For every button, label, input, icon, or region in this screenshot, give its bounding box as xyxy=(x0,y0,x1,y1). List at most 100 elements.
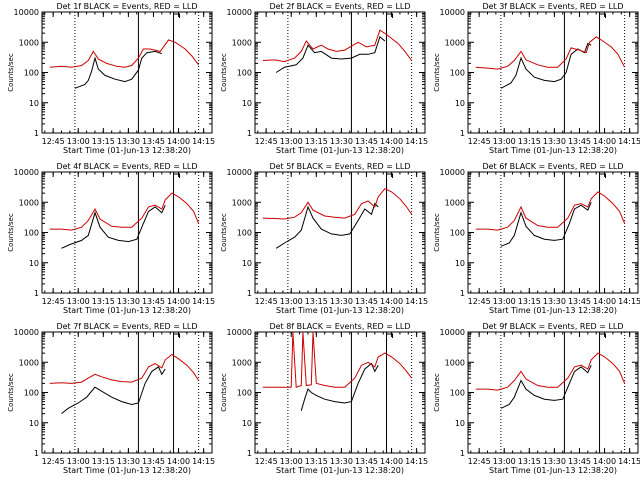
x-tick-label: 13:30 xyxy=(543,137,566,146)
y-tick-label: 1 xyxy=(34,289,39,298)
detector-panel-1: Det 1f BLACK = Events, RED = LLD 1 10 100 10… xyxy=(7,2,215,155)
detector-panel-6: Det 6f BLACK = Events, RED = LLD 1 10 100 10… xyxy=(433,162,640,315)
series-line-lld xyxy=(49,39,199,68)
x-tick-label: 13:30 xyxy=(543,297,566,306)
x-tick-label: 13:15 xyxy=(92,457,115,466)
y-tick-label: 10000 xyxy=(440,328,465,337)
y-tick-label: 100 xyxy=(450,69,465,78)
x-tick-label: 13:30 xyxy=(543,457,566,466)
interval-bracket xyxy=(386,333,394,338)
y-tick-label: 100 xyxy=(24,69,39,78)
x-axis-label: Start Time (01-Jun-13 12:38:20) xyxy=(63,146,191,155)
y-axis-label: Counts/sec xyxy=(220,373,228,412)
y-axis-label: Counts/sec xyxy=(433,213,441,252)
detector-panel-8: Det 8f BLACK = Events, RED = LLD 1 10 100 10… xyxy=(220,322,428,475)
plot-frame xyxy=(467,331,639,454)
y-tick-label: 1 xyxy=(460,129,465,138)
series-line-lld xyxy=(49,192,200,231)
series-line-lld xyxy=(475,191,626,231)
plot-frame xyxy=(254,331,426,454)
x-tick-label: 14:00 xyxy=(593,457,616,466)
panel-title: Det 7f BLACK = Events, RED = LLD xyxy=(56,322,197,331)
y-tick-label: 1000 xyxy=(232,38,252,47)
y-tick-label: 1 xyxy=(247,129,252,138)
x-tick-label: 13:15 xyxy=(305,137,328,146)
x-tick-label: 12:45 xyxy=(468,297,491,306)
x-tick-label: 13:45 xyxy=(355,297,378,306)
x-tick-label: 14:00 xyxy=(167,297,190,306)
plot-frame xyxy=(467,171,639,294)
x-tick-label: 13:00 xyxy=(493,297,516,306)
panel-title: Det 3f BLACK = Events, RED = LLD xyxy=(482,2,623,11)
x-tick-label: 14:00 xyxy=(593,297,616,306)
y-tick-label: 100 xyxy=(237,389,252,398)
x-tick-label: 14:00 xyxy=(167,457,190,466)
detector-panel-4: Det 4f BLACK = Events, RED = LLD 1 10 100 10… xyxy=(7,162,215,315)
x-tick-label: 14:00 xyxy=(167,137,190,146)
x-tick-label: 14:00 xyxy=(380,457,403,466)
x-tick-label: 13:15 xyxy=(92,297,115,306)
x-tick-label: 13:45 xyxy=(568,457,591,466)
y-tick-label: 10 xyxy=(242,99,252,108)
interval-bracket xyxy=(173,333,181,338)
plot-frame xyxy=(41,331,213,454)
x-tick-label: 14:15 xyxy=(192,137,215,146)
x-tick-label: 14:15 xyxy=(405,297,428,306)
x-tick-label: 13:30 xyxy=(330,457,353,466)
x-tick-label: 12:45 xyxy=(42,457,65,466)
x-tick-label: 13:15 xyxy=(518,457,541,466)
y-tick-label: 10000 xyxy=(227,328,252,337)
y-tick-label: 1000 xyxy=(445,358,465,367)
y-tick-label: 10000 xyxy=(14,168,39,177)
x-tick-label: 13:30 xyxy=(117,137,140,146)
interval-bracket xyxy=(599,333,607,338)
y-tick-label: 1 xyxy=(247,449,252,458)
y-tick-label: 1 xyxy=(34,449,39,458)
series-line-lld xyxy=(475,36,626,70)
x-tick-label: 13:00 xyxy=(280,457,303,466)
y-tick-label: 1000 xyxy=(19,358,39,367)
y-tick-label: 10000 xyxy=(227,8,252,17)
y-tick-label: 100 xyxy=(24,389,39,398)
series-line-events xyxy=(500,364,592,409)
interval-bracket xyxy=(173,13,181,18)
x-tick-label: 13:45 xyxy=(355,137,378,146)
x-tick-label: 13:30 xyxy=(117,457,140,466)
y-tick-label: 10 xyxy=(29,259,39,268)
y-tick-label: 10 xyxy=(455,419,465,428)
y-tick-label: 10 xyxy=(29,99,39,108)
x-tick-label: 14:15 xyxy=(192,457,215,466)
interval-bracket xyxy=(386,173,394,178)
x-tick-label: 13:00 xyxy=(493,137,516,146)
x-axis-label: Start Time (01-Jun-13 12:38:20) xyxy=(276,466,404,475)
x-tick-label: 14:00 xyxy=(593,137,616,146)
detector-panel-3: Det 3f BLACK = Events, RED = LLD 1 10 100 10… xyxy=(433,2,640,155)
y-tick-label: 1 xyxy=(460,449,465,458)
x-tick-label: 13:00 xyxy=(280,137,303,146)
y-tick-label: 1000 xyxy=(445,198,465,207)
y-tick-label: 10 xyxy=(455,99,465,108)
x-tick-label: 14:15 xyxy=(618,297,640,306)
interval-bracket xyxy=(599,13,607,18)
x-tick-label: 12:45 xyxy=(255,457,278,466)
panel-title: Det 8f BLACK = Events, RED = LLD xyxy=(269,322,410,331)
y-tick-label: 10 xyxy=(29,419,39,428)
x-tick-label: 13:15 xyxy=(518,137,541,146)
x-axis-label: Start Time (01-Jun-13 12:38:20) xyxy=(63,306,191,315)
y-tick-label: 1000 xyxy=(232,198,252,207)
series-line-events xyxy=(61,366,166,414)
series-line-events xyxy=(500,42,592,89)
x-axis-label: Start Time (01-Jun-13 12:38:20) xyxy=(489,466,617,475)
x-tick-label: 13:15 xyxy=(92,137,115,146)
x-tick-label: 13:45 xyxy=(142,457,165,466)
x-axis-label: Start Time (01-Jun-13 12:38:20) xyxy=(489,146,617,155)
x-tick-label: 12:45 xyxy=(468,457,491,466)
y-axis-label: Counts/sec xyxy=(7,373,15,412)
series-line-events xyxy=(61,204,166,249)
x-tick-label: 13:30 xyxy=(117,297,140,306)
y-tick-label: 10000 xyxy=(440,8,465,17)
x-tick-label: 13:00 xyxy=(67,137,90,146)
x-axis-label: Start Time (01-Jun-13 12:38:20) xyxy=(276,146,404,155)
series-line-lld xyxy=(262,188,413,220)
x-tick-label: 13:15 xyxy=(305,297,328,306)
